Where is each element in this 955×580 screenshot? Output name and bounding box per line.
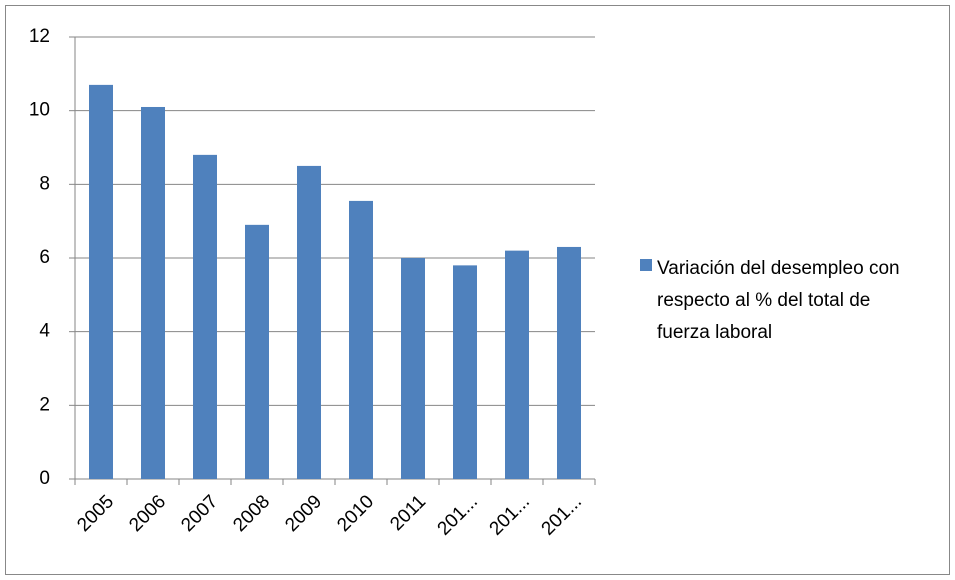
bar [297,165,321,479]
legend-label: Variación del desempleo con respecto al … [657,258,900,343]
bar [89,84,113,479]
y-tick-label: 10 [29,100,50,121]
bar [245,224,269,479]
legend-swatch [640,259,652,271]
bar [557,246,581,479]
bar [141,106,165,479]
y-tick-label: 0 [39,468,50,489]
bar [401,258,425,479]
bar [453,265,477,479]
y-tick-label: 2 [39,394,50,415]
bar [349,200,373,480]
y-tick-label: 6 [39,247,50,268]
bar [193,154,217,479]
y-tick-label: 12 [29,26,50,47]
bar [505,250,529,479]
y-tick-label: 8 [39,173,50,194]
y-tick-label: 4 [39,321,50,342]
